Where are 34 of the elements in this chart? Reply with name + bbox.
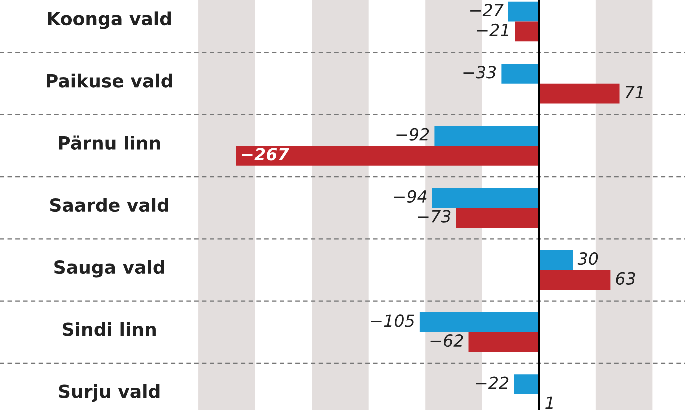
y-tick-label: Sauga vald [54,260,164,278]
bar [539,84,620,104]
bar [502,64,540,84]
y-tick-label: Sindi linn [63,322,156,336]
data-label: −92 [396,128,430,141]
data-label: −21 [477,24,508,36]
y-tick-label: Pärnu linn [59,136,160,150]
bar [456,208,540,228]
data-label: −22 [476,376,509,390]
data-label: 63 [616,272,636,286]
bar [432,188,540,208]
data-label: −267 [242,148,290,161]
data-label: −94 [394,190,427,204]
data-label: −105 [371,314,414,328]
bar [434,126,540,146]
data-label: 30 [578,252,598,266]
bar [420,312,540,332]
y-tick-label: Koonga vald [48,12,171,30]
y-tick-label: Surju vald [59,384,160,402]
data-label: −33 [464,66,496,79]
data-label: 71 [626,86,643,98]
data-label: −62 [430,334,464,348]
bar [514,374,540,394]
bar [515,22,540,42]
bar [539,270,611,290]
bar [539,250,574,270]
bar [508,2,540,22]
bar [236,146,540,166]
y-tick-label: Paikuse vald [47,74,172,88]
data-label: 1 [546,396,553,410]
bar [468,332,540,352]
data-label: −73 [418,210,451,223]
data-label: −27 [470,4,504,16]
y-tick-label: Saarde vald [50,198,168,212]
